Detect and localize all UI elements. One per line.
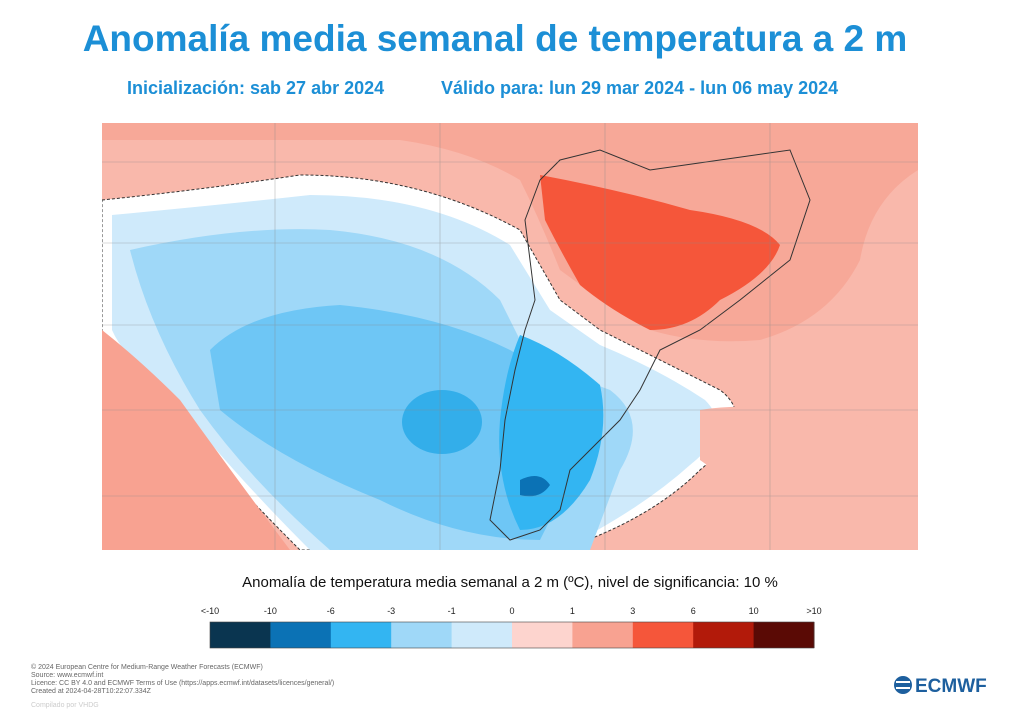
- colorbar-label: 1: [570, 606, 575, 616]
- colorbar-swatch: [330, 622, 392, 648]
- colorbar-swatch: [693, 622, 755, 648]
- initialization: Inicialización: sab 27 abr 2024: [127, 78, 385, 98]
- logo-text: ECMWF: [915, 676, 987, 697]
- map: [102, 123, 918, 550]
- colorbar-label: 6: [691, 606, 696, 616]
- colorbar: <-10 -10 -6 -3 -1 0 1 3 6 10 >10: [201, 606, 822, 649]
- colorbar-label: -6: [327, 606, 335, 616]
- colorbar-swatch: [572, 622, 634, 648]
- logo: ECMWF: [894, 676, 987, 697]
- footer-line: Licence: CC BY 4.0 and ECMWF Terms of Us…: [31, 680, 335, 687]
- colorbar-label: 0: [509, 606, 514, 616]
- colorbar-swatch: [270, 622, 332, 648]
- colorbar-label: 3: [630, 606, 635, 616]
- valid-range: Válido para: lun 29 mar 2024 - lun 06 ma…: [441, 78, 839, 98]
- colorbar-swatch: [632, 622, 694, 648]
- footer-line: Created at 2024-04-28T10:22:07.334Z: [31, 688, 151, 695]
- credit: Compilado por VHDG: [31, 702, 99, 709]
- footer-line: Source: www.ecmwf.int: [31, 672, 104, 679]
- colorbar-label: <-10: [201, 606, 219, 616]
- colorbar-frame: [209, 621, 815, 649]
- colorbar-label: -10: [264, 606, 277, 616]
- colorbar-label: -1: [448, 606, 456, 616]
- colorbar-swatch: [512, 622, 573, 648]
- footer-line: © 2024 European Centre for Medium-Range …: [31, 664, 263, 671]
- legend-title: Anomalía de temperatura media semanal a …: [242, 574, 778, 591]
- title: Anomalía media semanal de temperatura a …: [82, 18, 908, 59]
- colorbar-label: -3: [387, 606, 395, 616]
- colorbar-swatch: [391, 622, 453, 648]
- colorbar-swatch: [451, 622, 513, 648]
- colorbar-label: 10: [749, 606, 759, 616]
- colorbar-label: >10: [806, 606, 821, 616]
- colorbar-swatch: [210, 622, 271, 648]
- colorbar-swatch: [753, 622, 815, 648]
